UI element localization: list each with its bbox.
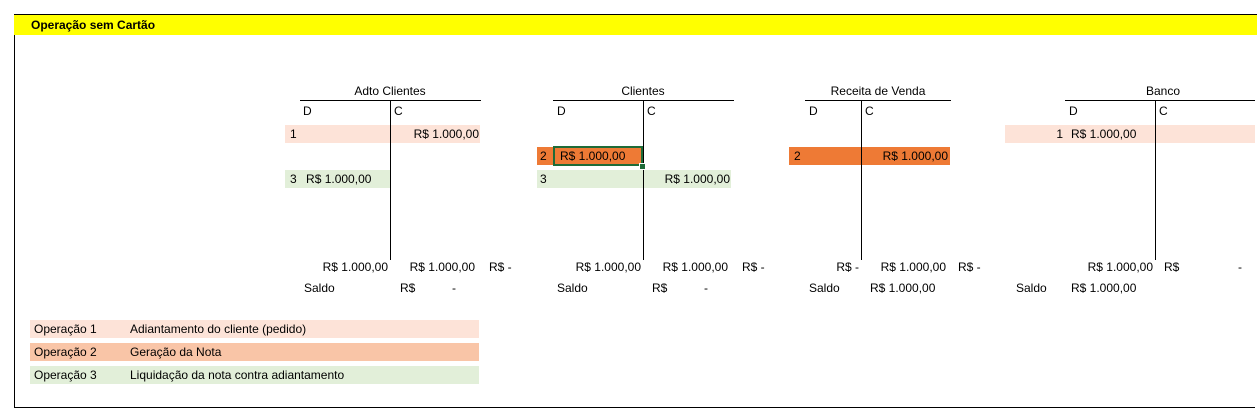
t-account-divider [643, 100, 644, 260]
debit-cell[interactable]: R$ 1.000,00 [1065, 125, 1155, 143]
legend-desc: Liquidação da nota contra adiantamento [130, 368, 345, 382]
debit-value: R$ 1.000,00 [306, 172, 372, 186]
saldo-label: Saldo [304, 281, 335, 295]
account-title-clientes: Clientes [621, 84, 665, 98]
t-account-top-line [1065, 100, 1255, 101]
account-name: Banco [1146, 84, 1181, 98]
t-account-top-line [805, 100, 951, 101]
sheet-title: Operação sem Cartão [31, 18, 156, 32]
entry-number: 2 [540, 149, 547, 163]
entry-number: 3 [540, 172, 547, 186]
selected-debit-cell[interactable]: R$ 1.000,00 [553, 146, 643, 166]
saldo-value[interactable]: - [704, 281, 708, 295]
credit-header: C [865, 104, 874, 118]
saldo-label: Saldo [1016, 281, 1047, 295]
legend-desc: Geração da Nota [130, 345, 222, 359]
legend-row-op2[interactable]: Operação 2 Geração da Nota [30, 343, 479, 361]
saldo-label: Saldo [809, 281, 840, 295]
debit-header: D [303, 104, 312, 118]
saldo-value[interactable]: R$ 1.000,00 [1071, 281, 1137, 295]
entry-cell[interactable]: 1 [285, 125, 390, 143]
t-account-divider [390, 100, 391, 260]
total-credit[interactable]: R$ 1.000,00 [409, 260, 475, 274]
fill-handle[interactable] [639, 163, 646, 170]
saldo-value[interactable]: - [452, 281, 456, 295]
legend-op: Operação 2 [34, 345, 97, 359]
credit-cell[interactable]: R$ 1.000,00 [862, 147, 950, 165]
account-title-adto: Adto Clientes [354, 84, 426, 98]
entry-cell[interactable]: 3 [537, 170, 643, 188]
debit-header: D [1069, 104, 1078, 118]
saldo-label: Saldo [557, 281, 588, 295]
difference[interactable]: R$ - [742, 260, 765, 274]
account-title-receita: Receita de Venda [830, 84, 926, 98]
credit-cell[interactable]: R$ 1.000,00 [644, 170, 731, 188]
entry-number: 1 [290, 127, 297, 141]
entry-cell[interactable]: 2 [537, 147, 553, 165]
legend-op: Operação 1 [34, 322, 97, 336]
t-account-divider [1155, 100, 1156, 260]
legend-row-op1[interactable]: Operação 1 Adiantamento do cliente (pedi… [30, 320, 479, 338]
sheet-title-bar: Operação sem Cartão [14, 14, 1257, 35]
total-credit-currency: R$ [1164, 260, 1180, 274]
entry-number: 2 [794, 149, 801, 163]
debit-header: D [557, 104, 566, 118]
sheet-frame [14, 14, 1255, 408]
saldo-value[interactable]: R$ 1.000,00 [870, 281, 936, 295]
credit-cell[interactable] [1156, 125, 1255, 143]
total-debit[interactable]: R$ 1.000,00 [322, 260, 388, 274]
legend-row-op3[interactable]: Operação 3 Liquidação da nota contra adi… [30, 366, 479, 384]
total-credit-value[interactable]: - [1238, 260, 1242, 274]
entry-cell[interactable]: 2 [789, 147, 861, 165]
account-title-banco: Banco [1065, 82, 1255, 100]
difference[interactable]: R$ - [958, 260, 981, 274]
entry-cell[interactable]: 1 [1005, 125, 1065, 143]
total-debit[interactable]: R$ - [836, 260, 859, 274]
credit-header: C [647, 104, 656, 118]
debit-header: D [809, 104, 818, 118]
legend-op: Operação 3 [34, 368, 97, 382]
saldo-currency: R$ [400, 281, 416, 295]
total-credit[interactable]: R$ 1.000,00 [880, 260, 946, 274]
debit-value: R$ 1.000,00 [560, 149, 626, 163]
difference[interactable]: R$ - [489, 260, 512, 274]
saldo-currency: R$ [652, 281, 668, 295]
total-debit[interactable]: R$ 1.000,00 [575, 260, 641, 274]
entry-cell[interactable]: 3 R$ 1.000,00 [285, 170, 390, 188]
entry-number: 1 [1056, 127, 1063, 141]
t-account-divider [861, 100, 862, 260]
credit-cell[interactable]: R$ 1.000,00 [391, 125, 480, 143]
entry-number: 3 [290, 172, 297, 186]
total-debit[interactable]: R$ 1.000,00 [1087, 260, 1153, 274]
credit-header: C [394, 104, 403, 118]
legend-desc: Adiantamento do cliente (pedido) [130, 322, 307, 336]
debit-value: R$ 1.000,00 [1071, 127, 1137, 141]
credit-header: C [1159, 104, 1168, 118]
total-credit[interactable]: R$ 1.000,00 [662, 260, 728, 274]
